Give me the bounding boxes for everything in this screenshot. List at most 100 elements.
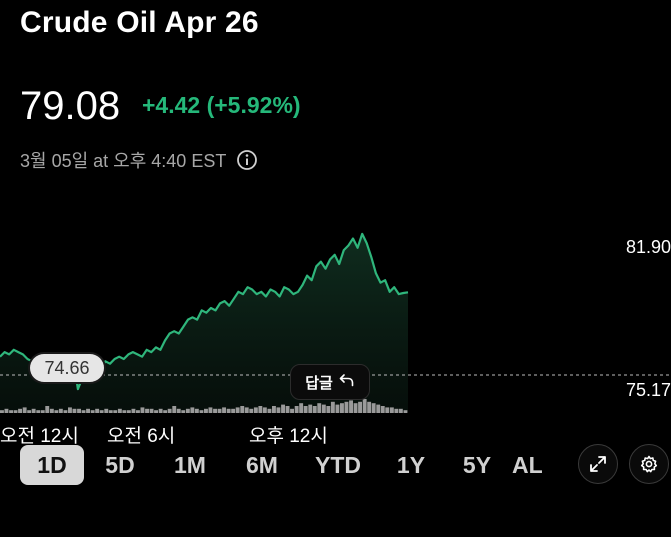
volume-bar <box>326 406 331 413</box>
volume-bar <box>95 408 100 413</box>
volume-bar <box>90 410 95 413</box>
range-tab-all[interactable]: AL <box>512 451 543 478</box>
volume-bar <box>235 407 240 413</box>
reply-arrow-icon <box>339 373 355 391</box>
volume-bar <box>389 407 394 413</box>
volume-bar <box>126 410 131 413</box>
volume-bar <box>208 407 213 413</box>
volume-bar <box>213 408 217 413</box>
volume-bar <box>262 407 267 413</box>
range-tab-1d[interactable]: 1D <box>20 445 84 485</box>
volume-bar <box>253 407 258 413</box>
volume-bar <box>113 410 118 413</box>
volume-bar <box>290 408 294 413</box>
volume-bar <box>154 410 158 413</box>
volume-bar <box>136 410 140 413</box>
info-icon[interactable] <box>236 149 258 171</box>
volume-bar <box>122 410 127 413</box>
range-tab-6m[interactable]: 6M <box>246 451 278 478</box>
x-axis-label-6am: 오전 6시 <box>107 426 176 447</box>
range-tab-5y[interactable]: 5Y <box>462 451 492 478</box>
volume-bar <box>163 410 168 413</box>
volume-bar <box>140 407 145 413</box>
settings-button[interactable] <box>629 444 669 484</box>
volume-bar <box>108 410 113 413</box>
range-tab-ytd[interactable]: YTD <box>315 451 361 478</box>
x-axis-label-noon: 오후 12시 <box>249 426 328 447</box>
volume-bar <box>367 401 372 413</box>
range-tab-1m[interactable]: 1M <box>174 451 206 478</box>
volume-bar <box>45 406 50 413</box>
volume-bar <box>244 407 249 413</box>
volume-bar <box>86 408 90 413</box>
volume-bar <box>22 407 27 413</box>
volume-bar <box>344 401 349 413</box>
volume-bar <box>172 406 177 413</box>
volume-bar <box>385 407 390 413</box>
volume-bar <box>330 401 335 413</box>
volume-bar <box>49 408 54 413</box>
volume-bar <box>285 406 290 413</box>
volume-bar <box>199 410 204 413</box>
volume-bar <box>358 401 362 413</box>
price-change: +4.42 (+5.92%) <box>142 92 301 118</box>
volume-bar <box>104 408 109 413</box>
volume-bar <box>81 410 86 413</box>
volume-bar <box>249 408 254 413</box>
volume-bar <box>308 404 313 413</box>
volume-bar <box>222 407 226 413</box>
volume-bar <box>36 410 41 413</box>
volume-bar <box>194 408 199 413</box>
volume-bar <box>72 408 77 413</box>
volume-bar <box>376 404 381 413</box>
volume-bars <box>0 399 408 413</box>
volume-bar <box>335 404 340 413</box>
range-tab-1y[interactable]: 1Y <box>396 451 426 478</box>
reply-button[interactable]: 답글 <box>290 364 370 400</box>
timestamp-row: 3월 05일 at 오후 4:40 EST <box>20 147 258 173</box>
gear-icon <box>640 455 658 473</box>
quote-title: Crude Oil Apr 26 <box>20 6 259 39</box>
volume-bar <box>317 403 322 413</box>
volume-bar <box>18 408 22 413</box>
volume-bar <box>281 404 285 413</box>
previous-close-badge: 74.66 <box>30 354 104 382</box>
volume-bar <box>190 407 195 413</box>
volume-bar <box>394 408 399 413</box>
range-tab-5d[interactable]: 5D <box>105 451 135 478</box>
volume-bar <box>131 408 136 413</box>
expand-button[interactable] <box>578 444 618 484</box>
volume-bar <box>31 408 36 413</box>
volume-bar <box>13 410 18 413</box>
volume-bar <box>63 410 68 413</box>
volume-bar <box>349 400 353 413</box>
volume-bar <box>117 408 122 413</box>
volume-bar <box>4 408 9 413</box>
volume-bar <box>371 403 376 413</box>
volume-bar <box>145 408 149 413</box>
y-axis-label-high: 81.90 <box>625 237 671 257</box>
volume-bar <box>9 410 13 413</box>
volume-bar <box>58 408 63 413</box>
volume-bar <box>226 408 231 413</box>
volume-bar <box>258 406 263 413</box>
volume-bar <box>276 407 281 413</box>
volume-bar <box>181 410 186 413</box>
volume-bar <box>303 406 308 413</box>
volume-bar <box>312 406 317 413</box>
volume-bar <box>68 407 72 413</box>
volume-bar <box>204 408 208 413</box>
y-axis-label-low: 75.17 <box>625 380 671 400</box>
timestamp-text: 3월 05일 at 오후 4:40 EST <box>20 151 227 171</box>
volume-bar <box>77 408 81 413</box>
range-tab-bar: 1D 5D 1M 6M YTD 1Y 5Y AL <box>20 445 548 485</box>
volume-bar <box>149 408 154 413</box>
volume-bar <box>321 404 326 413</box>
volume-bar <box>340 403 344 413</box>
volume-bar <box>176 408 181 413</box>
volume-bar <box>27 410 32 413</box>
last-price: 79.08 <box>20 84 121 128</box>
volume-bar <box>158 408 163 413</box>
volume-bar <box>403 410 408 413</box>
volume-bar <box>0 410 4 413</box>
